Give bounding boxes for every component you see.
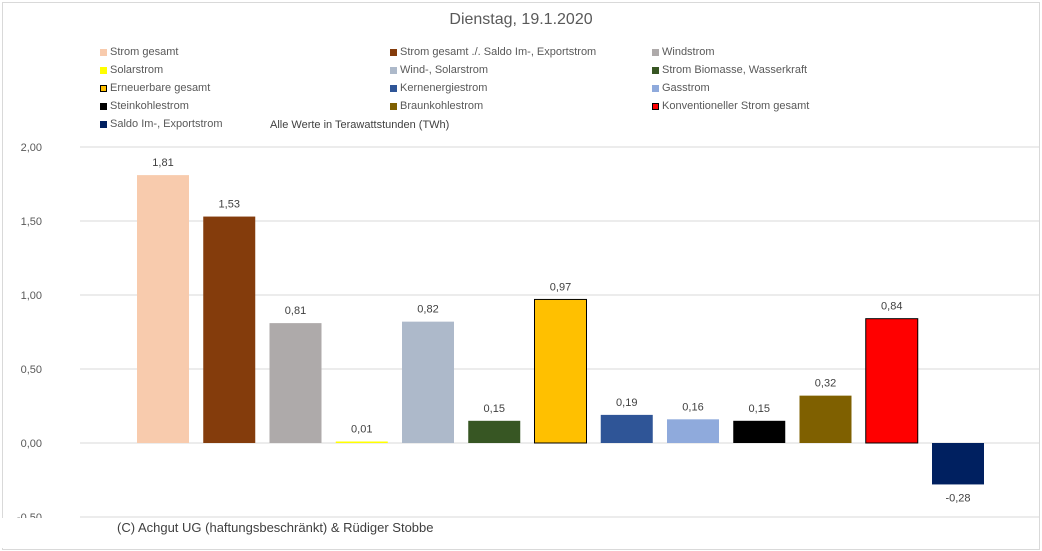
y-tick-label: 1,00: [21, 290, 42, 302]
data-label: 0,97: [550, 281, 571, 293]
bar: [534, 298, 587, 444]
legend-swatch: [652, 48, 659, 56]
legend-label: Gasstrom: [662, 82, 710, 94]
data-label: 0,15: [749, 403, 770, 415]
legend-item: Strom gesamt ./. Saldo Im-, Exportstrom: [390, 46, 596, 58]
data-label: 0,01: [351, 424, 372, 436]
bar: [600, 414, 653, 443]
bar: [137, 175, 189, 443]
legend-item: Gasstrom: [652, 82, 710, 94]
data-label: 0,32: [815, 378, 836, 390]
bar: [865, 318, 919, 444]
data-label: 0,19: [616, 397, 637, 409]
legend-item: Solarstrom: [100, 64, 163, 76]
legend-swatch: [652, 84, 659, 92]
legend-label: Windstrom: [662, 46, 715, 58]
y-tick-label: 1,50: [21, 216, 42, 228]
legend-swatch: [652, 102, 659, 110]
chart-title: Dienstag, 19.1.2020: [449, 11, 593, 28]
legend-swatch: [390, 48, 397, 56]
y-tick-label: 0,00: [21, 438, 42, 450]
legend-item: Saldo Im-, Exportstrom: [100, 118, 222, 130]
bar: [335, 441, 388, 444]
bar: [269, 323, 322, 443]
legend-swatch: [652, 66, 659, 74]
legend-swatch: [100, 102, 107, 110]
copyright-text: (C) Achgut UG (haftungsbeschränkt) & Rüd…: [117, 520, 434, 535]
legend-label: Braunkohlestrom: [400, 100, 484, 112]
data-label: 1,81: [152, 157, 173, 169]
data-label: 0,84: [881, 301, 902, 313]
bar: [203, 216, 256, 443]
legend-swatch: [100, 66, 107, 74]
legend-label: Konventioneller Strom gesamt: [662, 100, 810, 112]
legend-swatch: [390, 102, 397, 110]
legend-swatch: [390, 66, 397, 74]
data-label: -0,28: [945, 492, 970, 504]
y-tick-label: 0,50: [21, 364, 42, 376]
units-note: Alle Werte in Terawattstunden (TWh): [270, 119, 450, 131]
legend-label: Erneuerbare gesamt: [110, 82, 211, 94]
legend-label: Solarstrom: [110, 64, 164, 76]
legend-label: Kernenergiestrom: [400, 82, 488, 94]
legend-swatch: [100, 120, 107, 128]
legend-item: Wind-, Solarstrom: [390, 64, 488, 76]
data-label: 1,53: [219, 199, 240, 211]
copyright-box: [0, 518, 608, 548]
legend-label: Strom gesamt ./. Saldo Im-, Exportstrom: [400, 46, 597, 58]
legend-item: Strom Biomasse, Wasserkraft: [652, 64, 807, 76]
data-label: 0,16: [682, 401, 703, 413]
bar: [402, 321, 454, 443]
legend-label: Steinkohlestrom: [110, 100, 189, 112]
data-label: 0,81: [285, 305, 306, 317]
bar: [799, 395, 852, 443]
legend-label: Saldo Im-, Exportstrom: [110, 118, 223, 130]
legend-swatch: [100, 84, 107, 92]
legend-label: Strom gesamt: [110, 46, 179, 58]
legend-item: Braunkohlestrom: [390, 100, 483, 112]
legend-item: Konventioneller Strom gesamt: [652, 100, 809, 112]
legend-item: Erneuerbare gesamt: [100, 82, 210, 94]
legend-item: Kernenergiestrom: [390, 82, 487, 94]
legend-item: Steinkohlestrom: [100, 100, 189, 112]
bar: [932, 443, 984, 485]
bar: [468, 420, 521, 443]
legend-item: Windstrom: [652, 46, 715, 58]
bar: [733, 420, 786, 443]
legend-swatch: [390, 84, 397, 92]
y-tick-label: 2,00: [21, 142, 42, 154]
legend-label: Wind-, Solarstrom: [400, 64, 489, 76]
data-label: 0,82: [417, 304, 438, 316]
legend-item: Strom gesamt: [100, 46, 178, 58]
bar: [667, 419, 719, 443]
legend-swatch: [100, 48, 107, 56]
legend-label: Strom Biomasse, Wasserkraft: [662, 64, 808, 76]
data-label: 0,15: [484, 403, 505, 415]
